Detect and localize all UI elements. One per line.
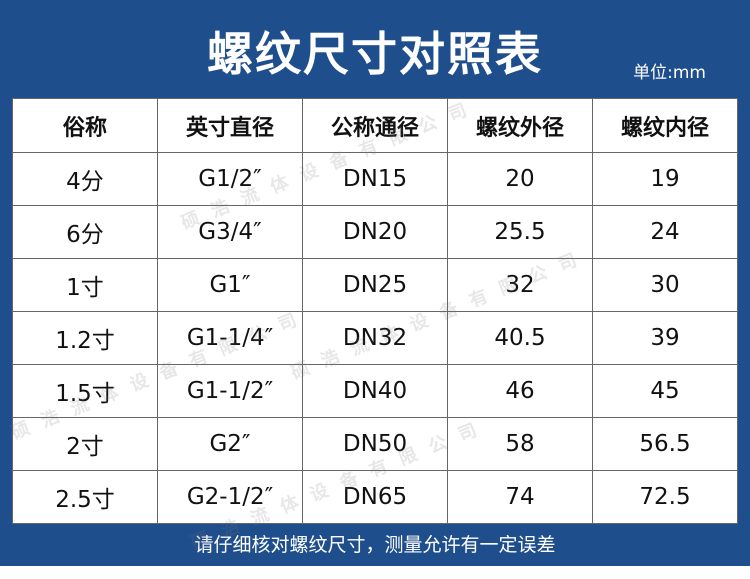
table-cell: G1/2″ bbox=[157, 152, 303, 206]
table-cell: 46 bbox=[447, 364, 593, 418]
column-header: 螺纹外径 bbox=[447, 98, 593, 153]
table-row: 1.2寸 G1-1/4″ DN32 40.5 39 bbox=[12, 311, 738, 365]
table-cell: 74 bbox=[447, 470, 593, 524]
table-cell: 2.5寸 bbox=[12, 470, 158, 524]
table-cell: DN15 bbox=[302, 152, 448, 206]
title: 螺纹尺寸对照表 bbox=[207, 27, 543, 81]
table-cell: 2寸 bbox=[12, 417, 158, 471]
table-cell: G1-1/4″ bbox=[157, 311, 303, 365]
table-row: 4分 G1/2″ DN15 20 19 bbox=[12, 152, 738, 206]
table-cell: 24 bbox=[592, 205, 738, 259]
table-cell: 20 bbox=[447, 152, 593, 206]
table-cell: DN50 bbox=[302, 417, 448, 471]
table-cell: 45 bbox=[592, 364, 738, 418]
column-header: 公称通径 bbox=[302, 98, 448, 153]
table-cell: DN65 bbox=[302, 470, 448, 524]
table-cell: G1-1/2″ bbox=[157, 364, 303, 418]
column-header: 螺纹内径 bbox=[592, 98, 738, 153]
table-row: 1.5寸 G1-1/2″ DN40 46 45 bbox=[12, 364, 738, 418]
table-row: 2.5寸 G2-1/2″ DN65 74 72.5 bbox=[12, 470, 738, 524]
table-cell: G2-1/2″ bbox=[157, 470, 303, 524]
table-cell: 58 bbox=[447, 417, 593, 471]
table-cell: DN25 bbox=[302, 258, 448, 312]
table-cell: 19 bbox=[592, 152, 738, 206]
table-cell: 32 bbox=[447, 258, 593, 312]
table-cell: 1.2寸 bbox=[12, 311, 158, 365]
unit: 单位:mm bbox=[633, 63, 706, 83]
table-cell: G3/4″ bbox=[157, 205, 303, 259]
table-cell: 30 bbox=[592, 258, 738, 312]
table-cell: DN32 bbox=[302, 311, 448, 365]
table-cell: G1″ bbox=[157, 258, 303, 312]
table-cell: 72.5 bbox=[592, 470, 738, 524]
table-cell: 1寸 bbox=[12, 258, 158, 312]
table-row: 2寸 G2″ DN50 58 56.5 bbox=[12, 417, 738, 471]
column-header: 英寸直径 bbox=[157, 98, 303, 153]
table-cell: G2″ bbox=[157, 417, 303, 471]
table-cell: DN40 bbox=[302, 364, 448, 418]
table-row: 1寸 G1″ DN25 32 30 bbox=[12, 258, 738, 312]
table-cell: 40.5 bbox=[447, 311, 593, 365]
table-cell: 1.5寸 bbox=[12, 364, 158, 418]
table-cell: 25.5 bbox=[447, 205, 593, 259]
table-cell: 4分 bbox=[12, 152, 158, 206]
table: 俗称 英寸直径 公称通径 螺纹外径 螺纹内径 4分 G1/2″ DN15 20 19 6分 G3/4″… bbox=[12, 98, 738, 524]
table-cell: 39 bbox=[592, 311, 738, 365]
table-row: 6分 G3/4″ DN20 25.5 24 bbox=[12, 205, 738, 259]
table-cell: 6分 bbox=[12, 205, 158, 259]
table-cell: 56.5 bbox=[592, 417, 738, 471]
header-row: 俗称 英寸直径 公称通径 螺纹外径 螺纹内径 bbox=[12, 98, 738, 153]
table-cell: DN20 bbox=[302, 205, 448, 259]
footer: 请仔细核对螺纹尺寸，测量允许有一定误差 bbox=[194, 534, 556, 556]
column-header: 俗称 bbox=[12, 98, 158, 153]
